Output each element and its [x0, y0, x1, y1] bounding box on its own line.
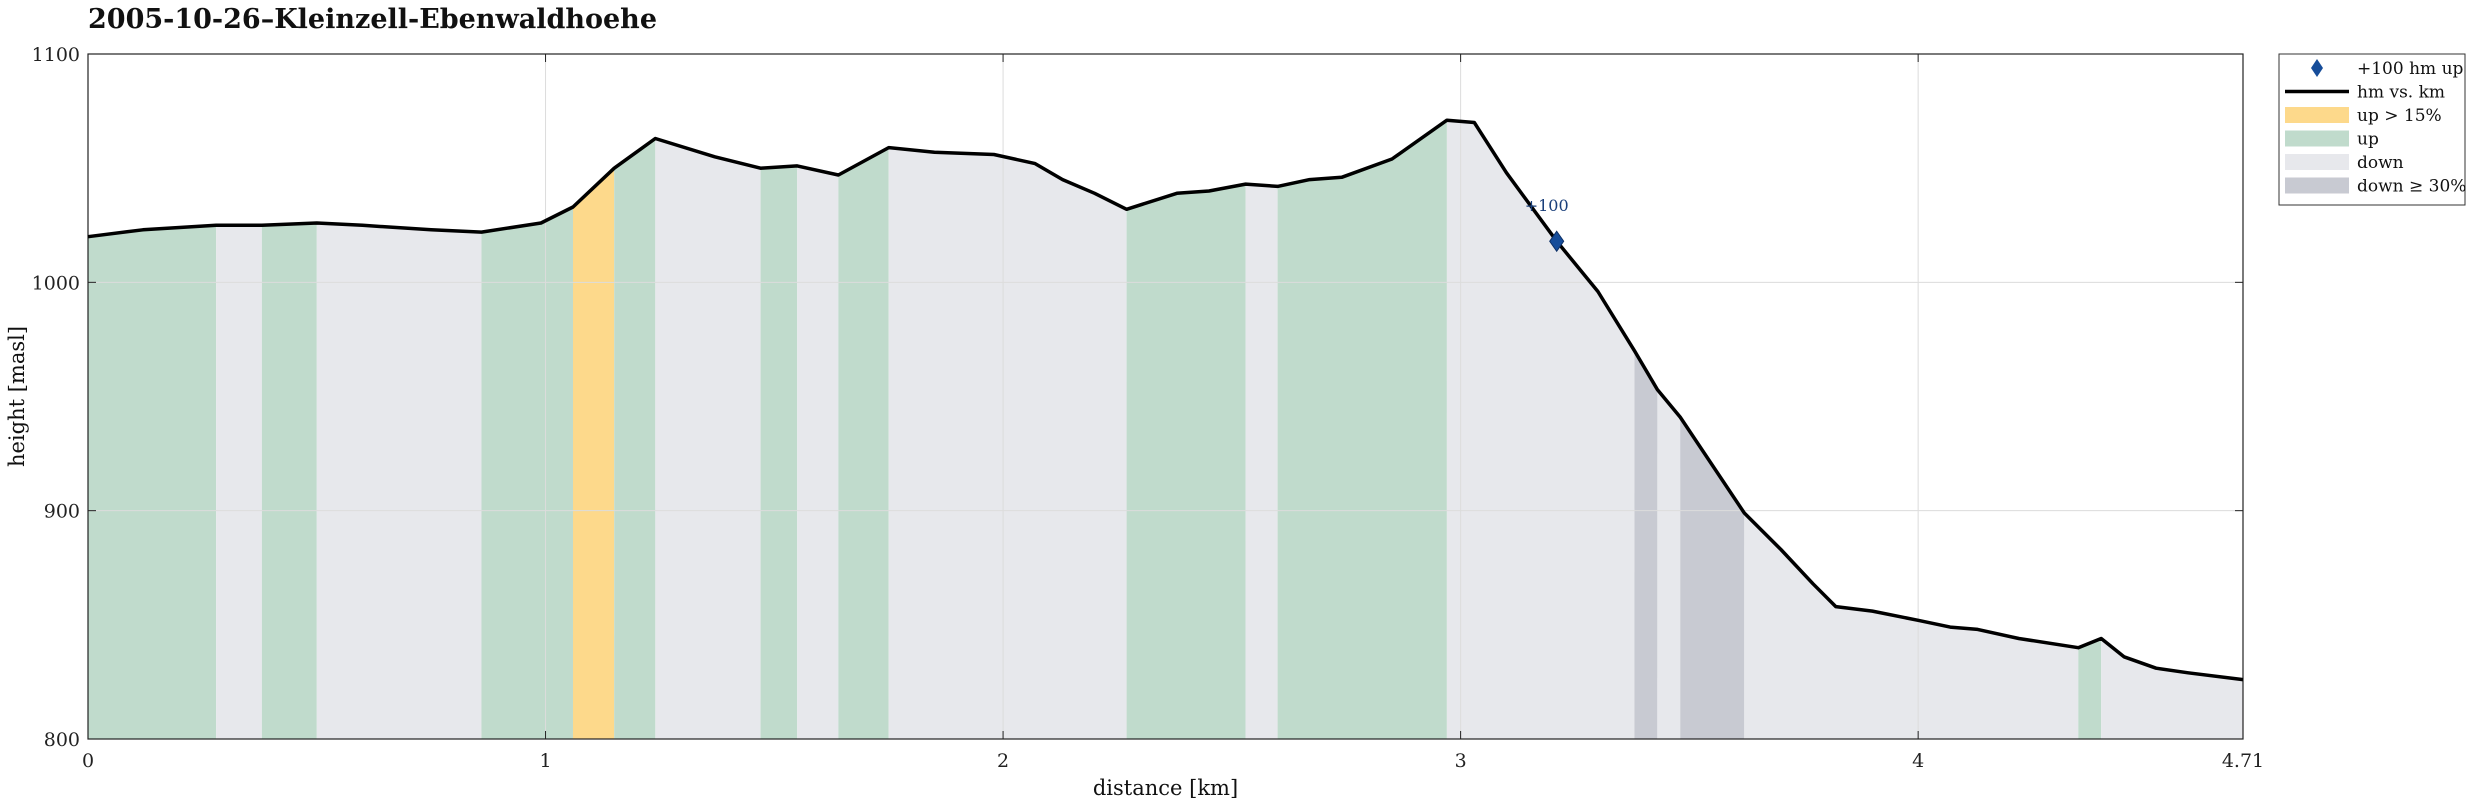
segment-up: [614, 138, 656, 739]
legend-swatch-up: [2285, 130, 2349, 147]
y-tick-label: 900: [44, 501, 80, 523]
segment-down: [1446, 120, 1635, 739]
segment-down: [888, 147, 1127, 740]
elevation-marker-diamond: [1549, 230, 1565, 253]
elevation-marker-label: +100: [1525, 196, 1569, 215]
segment-down: [1744, 513, 2079, 739]
legend-swatch-marker: [2311, 59, 2323, 77]
segment-down: [797, 165, 839, 739]
segment-up: [2078, 638, 2102, 739]
x-tick-label: 2: [997, 750, 1009, 772]
legend-label: down: [2357, 153, 2404, 173]
segment-up-steep: [572, 168, 615, 739]
segment-down: [1245, 184, 1278, 740]
legend-label: up > 15%: [2357, 106, 2442, 126]
y-tick-label: 800: [44, 729, 80, 751]
segment-up: [261, 223, 317, 739]
segment-down: [1657, 389, 1681, 739]
segment-up: [1277, 120, 1447, 739]
legend-label: +100 hm up: [2357, 59, 2464, 79]
segment-down: [316, 223, 482, 739]
legend-label: up: [2357, 130, 2379, 150]
y-axis-label: height [masl]: [5, 326, 29, 467]
legend: +100 hm up hm vs. km up > 15% up down down ≥ …: [2278, 53, 2466, 206]
legend-swatch-down: [2285, 154, 2349, 170]
profile-line: [87, 118, 2244, 682]
chart-title: 2005-10-26–Kleinzell-Ebenwaldhoehe: [88, 4, 657, 35]
x-axis-label: distance [km]: [1093, 776, 1238, 800]
markers: +100: [1525, 196, 1569, 253]
axes-box: [87, 53, 2244, 740]
segment-up: [838, 147, 889, 740]
y-tick-label: 1000: [32, 272, 80, 294]
segment-down: [216, 225, 262, 740]
segment-fills: [88, 120, 2243, 740]
x-tick-label: 4.71: [2222, 750, 2264, 772]
axis-ticks: 0 1 2 3 4 4.71 800 900 1000 1100: [32, 44, 2265, 772]
segment-down: [2101, 638, 2243, 739]
segment-up: [1126, 184, 1246, 740]
x-tick-label: 3: [1455, 750, 1467, 772]
segment-down-steep: [1680, 417, 1745, 739]
segment-down-steep: [1634, 350, 1658, 739]
y-tick-label: 1100: [32, 44, 80, 66]
grid-lines: [88, 54, 2243, 739]
x-tick-label: 0: [82, 750, 94, 772]
x-tick-label: 1: [539, 750, 551, 772]
x-tick-label: 4: [1912, 750, 1924, 772]
legend-label: down ≥ 30%: [2357, 177, 2466, 197]
legend-label: hm vs. km: [2357, 83, 2445, 103]
legend-swatch-down-steep: [2285, 177, 2349, 194]
segment-up: [88, 225, 217, 740]
segment-up: [481, 207, 573, 739]
legend-swatch-up-steep: [2285, 107, 2349, 123]
segment-down: [655, 138, 761, 739]
segment-up: [760, 165, 798, 739]
